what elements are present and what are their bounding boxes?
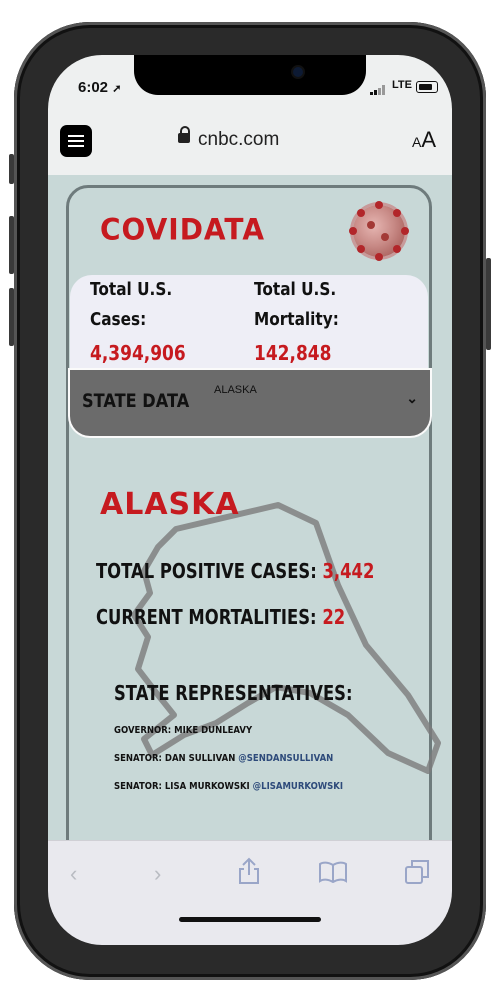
menu-icon[interactable] bbox=[60, 125, 92, 157]
forward-icon[interactable]: › bbox=[154, 861, 162, 886]
mortality-label: Total U.S. Mortality: bbox=[254, 275, 339, 335]
us-totals-panel: Total U.S. Cases: 4,394,906 Total U.S. M… bbox=[70, 275, 428, 371]
web-content: COVIDATA Total U.S. Cases: 4,394,906 Tot… bbox=[48, 175, 452, 840]
bookmarks-icon[interactable] bbox=[318, 861, 348, 883]
location-arrow-icon: ➚ bbox=[112, 83, 122, 95]
positive-cases-value: 3,442 bbox=[322, 559, 375, 583]
url-text[interactable]: cnbc.com bbox=[198, 129, 280, 150]
positive-cases-label: TOTAL POSITIVE CASES: bbox=[96, 559, 317, 583]
time-text: 6:02 bbox=[78, 79, 109, 96]
representatives-title: STATE REPRESENTATIVES: bbox=[114, 681, 353, 705]
notch bbox=[134, 55, 366, 95]
text-size-button[interactable]: AA bbox=[412, 127, 436, 153]
cases-label-line2: Cases: bbox=[90, 309, 147, 330]
share-icon[interactable] bbox=[238, 857, 260, 885]
state-data-select[interactable]: STATE DATA ALASKA ⌄ bbox=[70, 370, 430, 436]
network-label: LTE bbox=[392, 79, 412, 91]
front-camera bbox=[293, 67, 303, 77]
senator2-line: SENATOR: LISA MURKOWSKI @LISAMURKOWSKI bbox=[114, 781, 343, 792]
power-button bbox=[486, 258, 491, 350]
covid-card bbox=[66, 185, 432, 840]
senator2-handle-link[interactable]: @LISAMURKOWSKI bbox=[252, 781, 344, 792]
mortalities-label: CURRENT MORTALITIES: bbox=[96, 605, 317, 629]
governor-line: GOVERNOR: MIKE DUNLEAVY bbox=[114, 725, 253, 736]
tabs-icon[interactable] bbox=[404, 859, 430, 885]
text-size-small: A bbox=[411, 134, 422, 150]
mortalities-line: CURRENT MORTALITIES: 22 bbox=[96, 605, 345, 629]
back-icon[interactable]: ‹ bbox=[70, 861, 78, 886]
senator1-handle-link[interactable]: @SENDANSULLIVAN bbox=[238, 753, 334, 764]
battery-icon bbox=[416, 81, 438, 93]
silent-switch bbox=[9, 154, 14, 184]
text-size-large: A bbox=[421, 127, 436, 152]
senator1-line: SENATOR: DAN SULLIVAN @SENDANSULLIVAN bbox=[114, 753, 333, 764]
mortality-label-line2: Mortality: bbox=[254, 309, 339, 330]
url-bar[interactable]: cnbc.com AA bbox=[48, 119, 452, 175]
mortalities-value: 22 bbox=[322, 605, 346, 629]
volume-up-button bbox=[9, 216, 14, 274]
cases-value: 4,394,906 bbox=[90, 341, 186, 365]
senator2-name: SENATOR: LISA MURKOWSKI bbox=[114, 781, 250, 792]
covidata-logo: COVIDATA bbox=[100, 212, 266, 247]
mortality-label-line1: Total U.S. bbox=[254, 279, 337, 300]
state-data-label: STATE DATA bbox=[82, 390, 190, 412]
volume-down-button bbox=[9, 288, 14, 346]
lock-icon bbox=[178, 126, 190, 143]
safari-toolbar: ‹ › bbox=[48, 840, 452, 945]
cases-label-line1: Total U.S. bbox=[90, 279, 173, 300]
state-selected-value[interactable]: ALASKA bbox=[214, 384, 257, 396]
positive-cases-line: TOTAL POSITIVE CASES: 3,442 bbox=[96, 559, 374, 583]
state-title: ALASKA bbox=[100, 487, 240, 522]
home-indicator[interactable] bbox=[179, 917, 321, 922]
virus-icon bbox=[349, 201, 409, 261]
screen: 6:02 ➚ LTE cnbc.com AA COVIDATA bbox=[48, 55, 452, 945]
alaska-map-outline bbox=[131, 502, 441, 774]
senator1-name: SENATOR: DAN SULLIVAN bbox=[114, 753, 236, 764]
status-time: 6:02 ➚ bbox=[78, 79, 121, 96]
mortality-value: 142,848 bbox=[254, 341, 332, 365]
chevron-down-icon[interactable]: ⌄ bbox=[406, 390, 418, 406]
signal-icon bbox=[370, 85, 385, 95]
cases-label: Total U.S. Cases: bbox=[90, 275, 172, 335]
